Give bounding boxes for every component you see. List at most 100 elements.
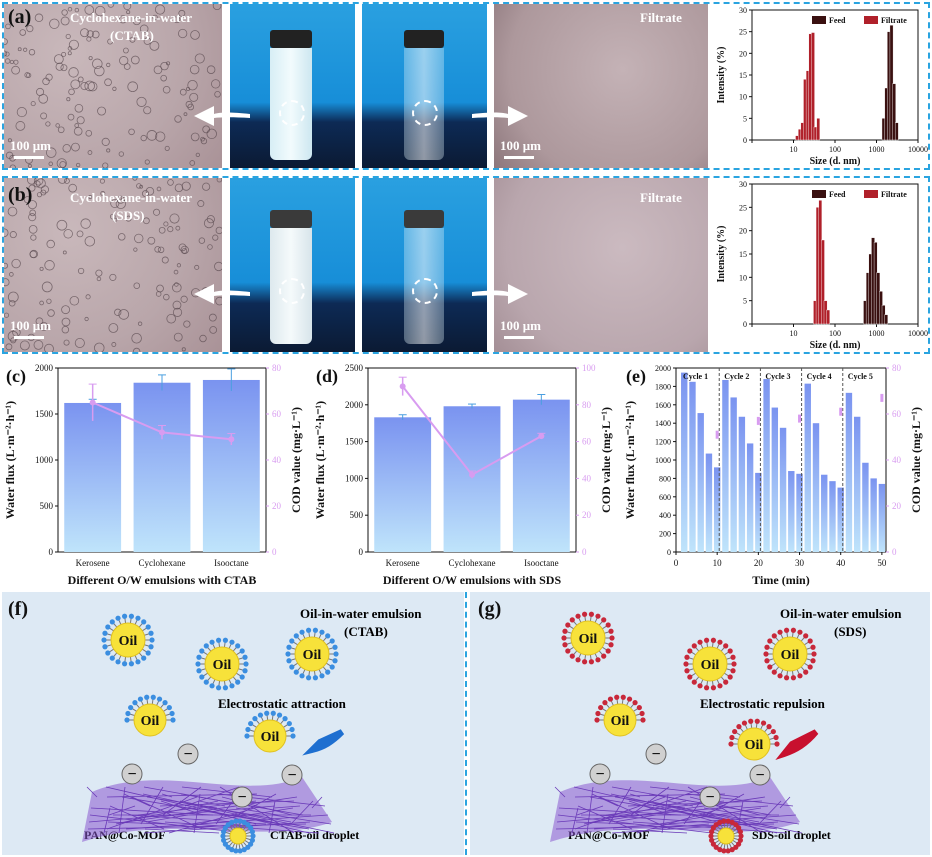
droplet xyxy=(183,320,191,328)
y-tick-label: 800 xyxy=(659,474,671,483)
surfactant-head xyxy=(285,651,291,657)
flux-bar xyxy=(870,478,877,552)
droplet xyxy=(118,15,128,24)
surfactant-head xyxy=(305,675,312,681)
dls-bar xyxy=(889,24,894,141)
droplet xyxy=(111,342,117,347)
droplet xyxy=(27,178,37,185)
fiber xyxy=(661,793,669,834)
scale-bar-a-right xyxy=(504,156,534,159)
cod-point xyxy=(159,429,165,436)
fiber xyxy=(595,814,735,825)
droplet xyxy=(68,39,79,50)
surfactant-head xyxy=(312,627,319,633)
surfactant-head xyxy=(248,825,254,831)
cycle-label: Cycle 4 xyxy=(807,372,832,381)
surfactant-head xyxy=(199,674,205,680)
droplet xyxy=(162,85,171,94)
droplet xyxy=(141,190,150,198)
x-axis-label: Different O/W emulsions with SDS xyxy=(383,573,562,587)
surfactant-head xyxy=(810,658,816,664)
droplet xyxy=(4,278,10,287)
surfactant-head xyxy=(124,717,130,723)
surfactant-head xyxy=(575,657,581,663)
droplet xyxy=(160,61,169,71)
droplet xyxy=(56,219,68,231)
droplet xyxy=(47,309,55,317)
droplet xyxy=(173,269,179,275)
fiber xyxy=(235,807,279,816)
minus-sign: − xyxy=(705,789,714,806)
droplet xyxy=(167,226,174,233)
y2-tick-label: 20 xyxy=(272,501,282,511)
surfactant-head xyxy=(115,659,121,665)
flux-bar xyxy=(746,443,754,552)
droplet xyxy=(84,316,89,322)
surfactant-head xyxy=(626,696,633,702)
droplet xyxy=(149,40,160,51)
droplet xyxy=(160,74,167,82)
droplet xyxy=(4,228,9,238)
x-tick-label: 10000 xyxy=(908,145,928,154)
minus-sign: − xyxy=(287,767,296,784)
oil-droplet: Oil xyxy=(285,627,339,681)
oil-droplet xyxy=(708,818,744,854)
fiber xyxy=(268,800,276,834)
flux-bar xyxy=(763,379,770,552)
droplet xyxy=(147,236,156,245)
droplet xyxy=(100,191,106,196)
y2-tick-label: 0 xyxy=(892,547,897,557)
oil-droplet: Oil xyxy=(763,627,817,681)
cod-point xyxy=(880,393,884,402)
flux-bar xyxy=(697,413,704,552)
cod-point xyxy=(839,407,843,416)
fiber xyxy=(311,796,323,809)
droplet xyxy=(63,178,70,184)
droplet xyxy=(178,28,188,39)
x-tick-label: 1000 xyxy=(869,145,885,154)
y2-tick-label: 80 xyxy=(272,363,282,373)
oil-label: Oil xyxy=(303,648,322,663)
micrograph-feed-b xyxy=(4,178,222,352)
surfactant-head xyxy=(725,818,731,824)
surfactant-head xyxy=(235,643,241,649)
surfactant-head xyxy=(708,833,714,839)
surfactant-head xyxy=(575,613,581,619)
droplet xyxy=(101,137,110,146)
surfactant-head xyxy=(729,734,735,741)
fiber xyxy=(741,805,769,809)
droplet xyxy=(92,58,103,70)
flux-bar xyxy=(779,427,787,552)
y-tick-label: 0 xyxy=(49,547,54,557)
surfactant-head xyxy=(594,717,600,723)
droplet xyxy=(4,58,11,64)
vial-photo-filtrate-b xyxy=(362,178,487,352)
y-tick-label: 20 xyxy=(739,49,747,58)
surfactant-head xyxy=(209,683,215,689)
droplet xyxy=(123,47,129,54)
droplet xyxy=(49,18,60,29)
surfactant-head xyxy=(137,696,144,702)
dls-chart-b: 0 5 10 15 20 25 30 10 100 1000 10000 Size (d. nm) In… xyxy=(716,180,928,351)
droplet xyxy=(161,256,169,264)
surfactant-head xyxy=(115,615,121,621)
droplet xyxy=(91,30,100,39)
fiber xyxy=(159,800,295,807)
panel-a-title-1: Cyclohexane-in-water xyxy=(70,10,193,25)
y2-tick-label: 60 xyxy=(582,437,592,447)
droplet xyxy=(28,224,38,234)
droplet xyxy=(11,258,21,269)
droplet xyxy=(180,245,189,255)
arrow-left-a xyxy=(194,106,250,126)
droplet xyxy=(56,158,67,168)
fiber xyxy=(558,807,682,816)
surfactant-head xyxy=(783,627,790,633)
surfactant-head xyxy=(125,710,131,717)
surfactant-head xyxy=(717,683,723,689)
oil-label: Oil xyxy=(701,658,720,673)
droplet xyxy=(73,126,83,136)
droplet xyxy=(65,33,71,40)
surfactant-head xyxy=(608,628,614,634)
droplet xyxy=(77,267,85,275)
x-axis-label: Different O/W emulsions with CTAB xyxy=(68,573,257,587)
